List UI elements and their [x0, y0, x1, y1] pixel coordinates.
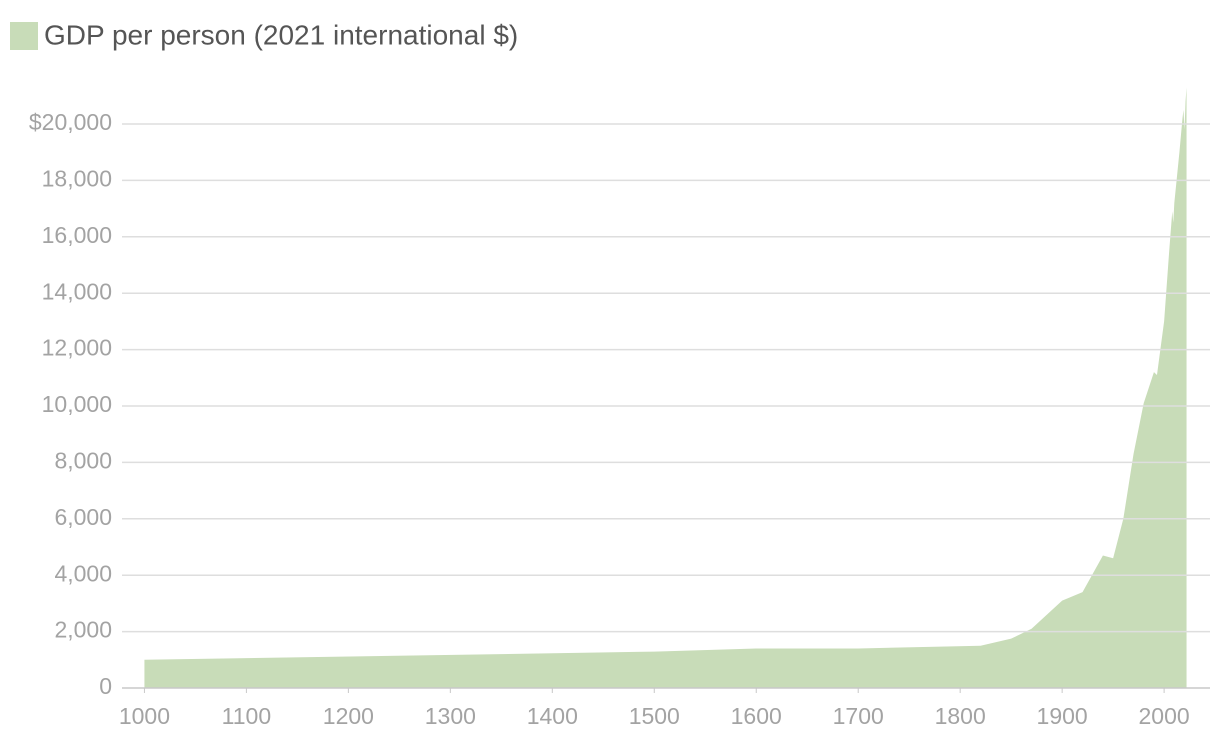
x-tick-label: 1300: [425, 703, 476, 729]
x-tick-label: 1600: [731, 703, 782, 729]
x-tick-label: 1400: [527, 703, 578, 729]
y-tick-label: 0: [99, 673, 112, 699]
y-tick-label: 18,000: [42, 165, 112, 191]
x-tick-label: 1000: [119, 703, 170, 729]
y-tick-label: 4,000: [54, 560, 112, 586]
x-tick-label: 1800: [935, 703, 986, 729]
y-tick-label: 8,000: [54, 447, 112, 473]
x-tick-label: 1900: [1037, 703, 1088, 729]
y-tick-label: 12,000: [42, 335, 112, 361]
x-tick-label: 1200: [323, 703, 374, 729]
x-tick-label: 1100: [222, 703, 271, 729]
area: [144, 87, 1187, 689]
y-tick-label: 16,000: [42, 222, 112, 248]
y-tick-label: 14,000: [42, 278, 112, 304]
legend-swatch: [10, 22, 38, 50]
x-tick-label: 1700: [833, 703, 884, 729]
y-tick-label: 10,000: [42, 391, 112, 417]
y-tick-label: 6,000: [54, 504, 112, 530]
legend-label: GDP per person (2021 international $): [44, 19, 518, 50]
x-tick-label: 1500: [629, 703, 680, 729]
y-tick-label: 2,000: [54, 617, 112, 643]
y-tick-label: $20,000: [29, 109, 112, 135]
x-tick-label: 2000: [1139, 703, 1190, 729]
